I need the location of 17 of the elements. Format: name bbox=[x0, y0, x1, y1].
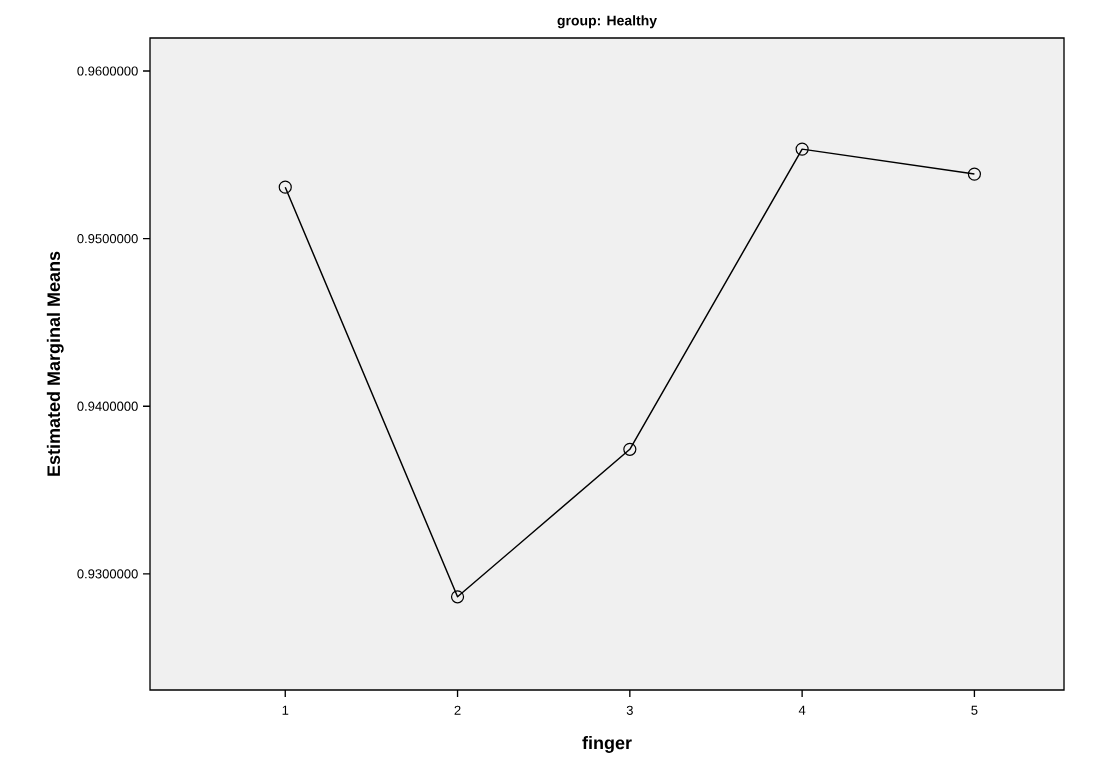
point bbox=[278, 180, 292, 194]
x-tick-label: 5 bbox=[971, 705, 978, 715]
y-tick-label: 0.9500000 bbox=[77, 234, 138, 244]
y-tick-label: 0.9400000 bbox=[77, 401, 138, 411]
point bbox=[623, 442, 637, 456]
x-tick-label: 1 bbox=[282, 705, 289, 715]
y-tick-label: 0.9600000 bbox=[77, 66, 138, 76]
y-tick-label: 0.9300000 bbox=[77, 569, 138, 579]
x-axis-title: finger bbox=[582, 736, 632, 753]
x-tick-label: 4 bbox=[798, 705, 806, 715]
x-tick-label: 3 bbox=[626, 705, 633, 715]
y-axis-title: Estimated Marginal Means bbox=[46, 251, 64, 476]
point bbox=[450, 590, 465, 604]
point bbox=[967, 167, 982, 181]
point bbox=[795, 142, 809, 156]
x-tick-label: 2 bbox=[454, 705, 461, 715]
chart-title: group: Healthy bbox=[557, 15, 657, 29]
